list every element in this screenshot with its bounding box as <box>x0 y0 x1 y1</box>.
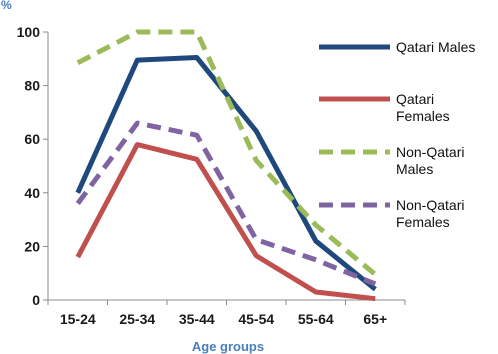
legend-label-non-qatari-females: Females <box>396 214 450 230</box>
series-line-qatari-males <box>75 55 377 292</box>
y-tick-label: 100 <box>17 24 41 40</box>
series-line-non-qatari-males <box>76 29 377 277</box>
x-tick-label: 55-64 <box>298 311 334 327</box>
y-unit-label: % <box>1 0 12 12</box>
x-tick-label: 65+ <box>363 311 387 327</box>
legend-label-qatari-females: Females <box>396 108 450 124</box>
legend-label-non-qatari-females: Non-Qatari <box>396 197 464 213</box>
x-axis-ticks: 15-24 25-34 35-44 45-54 55-64 65+ <box>47 300 406 327</box>
y-tick-label: 40 <box>24 185 40 201</box>
series-line-non-qatari-females <box>75 120 377 287</box>
y-tick-label: 0 <box>32 292 40 308</box>
legend-label-qatari-males: Qatari Males <box>396 39 475 55</box>
x-tick-label: 25-34 <box>119 311 155 327</box>
y-tick-label: 60 <box>24 131 40 147</box>
legend: Qatari MalesQatariFemalesNon-QatariMales… <box>319 39 475 230</box>
legend-label-non-qatari-males: Non-Qatari <box>396 144 464 160</box>
x-axis-title: Age groups <box>192 339 264 354</box>
legend-label-qatari-females: Qatari <box>396 91 434 107</box>
y-axis-ticks: 0 20 40 60 80 100 <box>17 24 48 308</box>
x-tick-label: 15-24 <box>60 311 96 327</box>
x-tick-label: 35-44 <box>179 311 215 327</box>
y-tick-label: 20 <box>24 238 40 254</box>
y-tick-label: 80 <box>24 78 40 94</box>
series-line-qatari-females <box>75 142 376 302</box>
series-lines <box>75 29 377 302</box>
x-tick-label: 45-54 <box>238 311 274 327</box>
legend-label-non-qatari-males: Males <box>396 161 433 177</box>
